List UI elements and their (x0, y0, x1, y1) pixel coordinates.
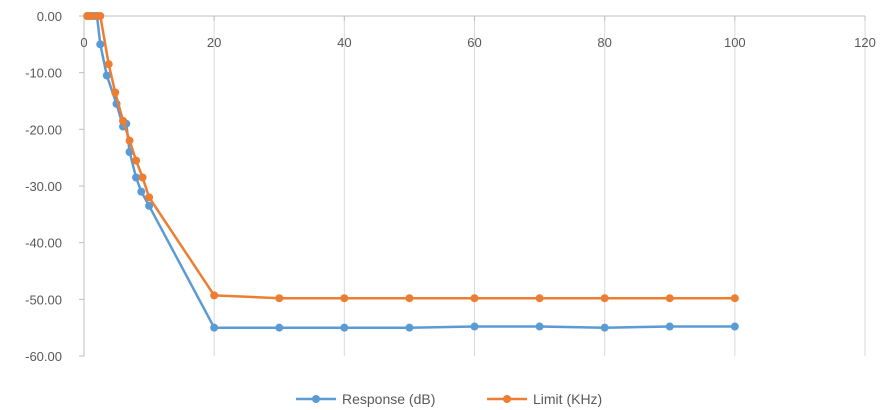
data-point (119, 116, 128, 125)
data-point (730, 322, 739, 331)
data-point (132, 173, 141, 182)
data-point (210, 291, 219, 300)
legend-marker (312, 395, 320, 403)
x-tick-label: 120 (854, 35, 876, 50)
y-tick-label: -20.00 (25, 122, 62, 137)
y-tick-label: -60.00 (25, 349, 62, 364)
data-point (96, 12, 105, 20)
data-point (125, 136, 134, 145)
data-point (86, 12, 95, 20)
data-point (405, 323, 414, 332)
data-point (600, 323, 609, 332)
data-point (132, 156, 141, 165)
x-tick-label: 20 (207, 35, 221, 50)
legend: Response (dB) Limit (KHz) (296, 391, 602, 407)
legend-item-1: Limit (KHz) (487, 391, 602, 407)
data-point (665, 294, 674, 303)
data-point (340, 323, 349, 332)
y-tick-label: -40.00 (25, 236, 62, 251)
data-point (104, 60, 113, 69)
data-point (111, 88, 120, 97)
series-line (87, 14, 735, 329)
data-point (665, 322, 674, 331)
data-point (275, 294, 284, 303)
data-point (470, 294, 479, 303)
x-tick-label: 0 (80, 35, 87, 50)
data-point (275, 323, 284, 332)
axes (79, 15, 866, 357)
series-1 (83, 12, 739, 303)
legend-item-0: Response (dB) (296, 391, 435, 407)
y-tick-label: -30.00 (25, 179, 62, 194)
x-tick-label: 80 (597, 35, 611, 50)
data-point (145, 193, 154, 202)
legend-label: Response (dB) (342, 391, 435, 407)
y-tick-label: -50.00 (25, 292, 62, 307)
data-point (145, 201, 154, 210)
grid (213, 16, 866, 356)
y-tick-label: -10.00 (25, 66, 62, 81)
x-tick-label: 100 (724, 35, 746, 50)
data-point (405, 294, 414, 303)
x-tick-label: 60 (467, 35, 481, 50)
y-tick-label: 0.00 (37, 9, 62, 24)
series-line (87, 14, 735, 300)
data-point (535, 294, 544, 303)
legend-marker (503, 395, 511, 403)
data-point (102, 71, 111, 80)
data-point (138, 173, 147, 182)
data-point (730, 294, 739, 303)
data-point (137, 187, 146, 196)
tick-labels: 0.00 -10.00 -20.00 -30.00 -40.00 -50.00 -60.00… (25, 9, 876, 364)
x-tick-label: 40 (337, 35, 351, 50)
data-point (340, 294, 349, 303)
data-point (535, 322, 544, 331)
series-0 (83, 12, 739, 332)
legend-label: Limit (KHz) (533, 391, 602, 407)
data-point (210, 323, 219, 332)
data-point (600, 294, 609, 303)
data-point (470, 322, 479, 331)
series-group (83, 12, 739, 332)
data-point (96, 40, 105, 49)
